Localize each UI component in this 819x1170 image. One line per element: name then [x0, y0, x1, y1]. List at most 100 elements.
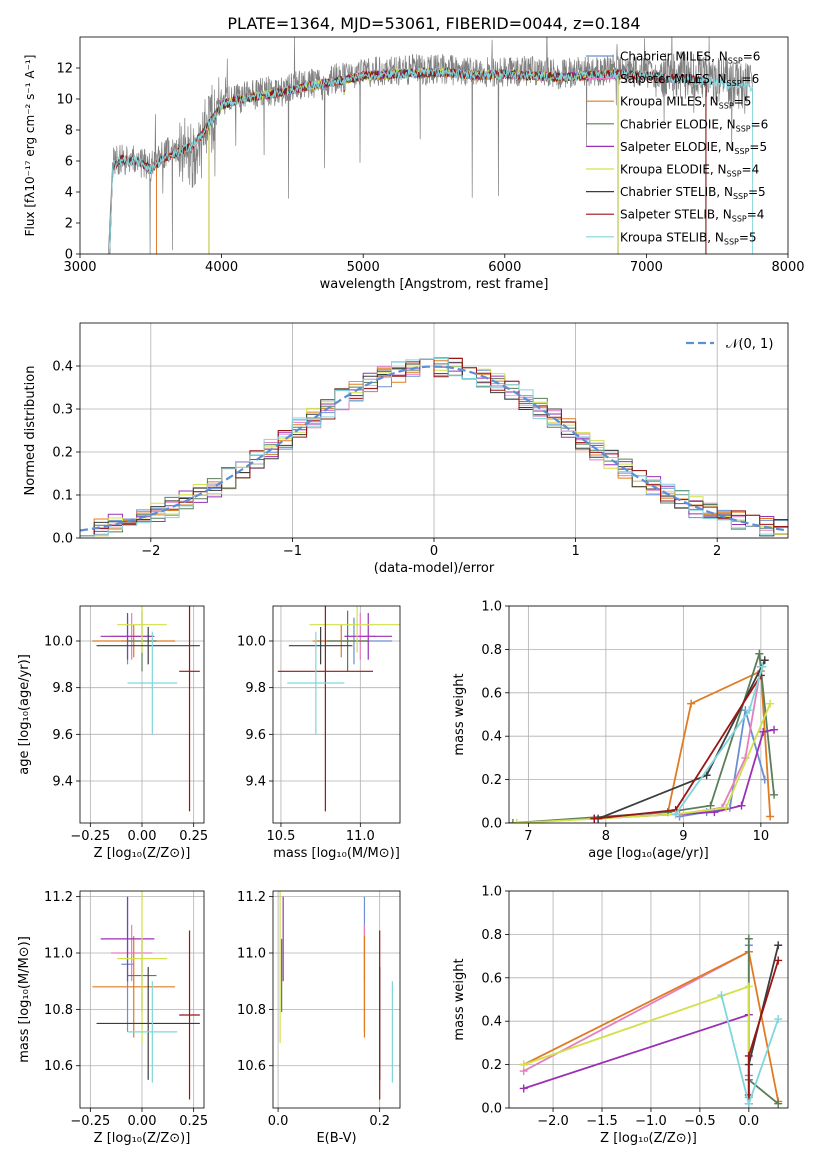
mass_vs_Z-ytick-label: 11.2	[44, 890, 73, 905]
weight-vs-metallicity-panel: −2.0 −1.5 −1.0 −0.5 0.0 0.0 0.2 0.4 0.6 0.8 1.0 Z […	[452, 885, 789, 1146]
mass_vs_Z-ylabel: mass [log₁₀(M/M⊙)]	[17, 936, 32, 1063]
histogram-salpeter-stelib	[80, 358, 788, 537]
age_vs_Z-ytick-label: 10.0	[44, 635, 73, 650]
mass_vs_Z-xtick-label: −0.25	[70, 1114, 110, 1129]
age_vs_Z-ytick-label: 9.6	[52, 728, 73, 743]
residuals-xtick-label: 1	[571, 544, 579, 559]
spectrum-xtick-label: 4000	[205, 260, 238, 275]
age_weights-marker-kroupa-stelib	[745, 706, 754, 715]
age_weights-marker-kroupa-elodie	[512, 819, 521, 823]
age_vs_Z-ytick-label: 9.4	[52, 775, 73, 790]
residuals-frame	[79, 322, 789, 539]
histogram-kroupa-stelib	[80, 358, 788, 537]
mass-vs-metallicity-panel: −0.25 0.00 0.25 10.6 10.8 11.0 11.2 Z [log₁₀(Z/…	[17, 890, 208, 1146]
weight_vs_Z-ytick-label: 0.8	[481, 928, 502, 943]
residuals-xlabel: (data-model)/error	[374, 561, 495, 576]
residuals-xtick-label: 2	[713, 544, 721, 559]
age_weights-marker-chabrier-elodie	[509, 819, 517, 823]
weight_vs_Z-xtick-label: 0.0	[738, 1114, 759, 1129]
age_vs_Z-plot-area	[92, 606, 200, 812]
Z_weights-marker-chabrier-stelib	[774, 941, 783, 950]
residuals-ytick-label: 0.2	[52, 446, 73, 461]
age_vs_mass-xtick-label: 11.0	[346, 829, 375, 844]
Z_weights-line-kroupa-stelib	[720, 994, 780, 1107]
mass_vs_Z-xlabel: Z [log₁₀(Z/Z⊙)]	[94, 1131, 191, 1146]
weight_vs_age-xtick-label: 8	[602, 829, 610, 844]
mass_vs_ebv-ytick-label: 10.8	[237, 1003, 266, 1018]
residuals-ytick-label: 0.1	[52, 489, 73, 504]
weight_vs_age-plot-area	[509, 649, 779, 823]
mass_vs_Z-plot-area	[92, 891, 200, 1100]
spectrum-ytick-label: 0	[65, 248, 73, 263]
residuals-ytick-label: 0.4	[52, 360, 73, 375]
mass_vs_ebv-xtick-label: 0.0	[268, 1114, 289, 1129]
mass_vs_ebv-plot-area	[279, 891, 393, 1100]
age_weights-line-chabrier-elodie	[512, 653, 775, 823]
Z_weights-marker-salpeter-stelib	[744, 1051, 753, 1060]
spectrum-ytick-label: 2	[65, 217, 73, 232]
weight_vs_Z-ytick-label: 0.2	[481, 1058, 502, 1073]
weight_vs_Z-ylabel: mass weight	[452, 958, 467, 1040]
spectrum-ytick-label: 10	[56, 93, 73, 108]
Z_weights-marker-chabrier-elodie	[774, 1099, 783, 1108]
gaussian-curve	[80, 365, 788, 532]
legend-label-salpeter-elodie: Salpeter ELODIE, NSSP=5	[620, 140, 767, 156]
legend-label-salpeter-miles: Salpeter MILES, NSSP=6	[620, 72, 759, 88]
weight_vs_Z-xtick-label: −1.5	[586, 1114, 618, 1129]
weight_vs_Z-ytick-label: 0.6	[481, 971, 502, 986]
age_vs_mass-xlabel: mass [log₁₀(M/M⊙)]	[273, 846, 400, 861]
spectrum-ytick-label: 12	[56, 62, 73, 77]
weight_vs_age-ytick-label: 0.6	[481, 686, 502, 701]
Z_weights-marker-kroupa-elodie	[519, 1060, 528, 1069]
age_weights-marker-chabrier-elodie	[770, 790, 779, 799]
mass_vs_Z-frame	[79, 890, 205, 1109]
spectrum-legend: Chabrier MILES, NSSP=6 Salpeter MILES, NS…	[586, 50, 768, 246]
residuals-xtick-label: −2	[141, 544, 160, 559]
spectrum-xtick-label: 6000	[488, 260, 521, 275]
mass_vs_Z-xtick-label: 0.25	[179, 1114, 208, 1129]
age_vs_Z-xtick-label: 0.00	[128, 829, 157, 844]
age_weights-marker-salpeter-elodie	[737, 801, 746, 810]
weight_vs_age-xtick-label: 9	[679, 829, 687, 844]
age_weights-marker-kroupa-stelib	[758, 662, 767, 671]
Z_weights-marker-kroupa-stelib	[774, 1015, 783, 1024]
age_vs_mass-ytick-label: 9.8	[245, 681, 266, 696]
age_weights-marker-salpeter-elodie	[759, 727, 768, 736]
age_vs_mass-ytick-label: 9.6	[245, 728, 266, 743]
mass_vs_ebv-frame	[272, 890, 401, 1109]
mass_vs_Z-ytick-label: 10.8	[44, 1003, 73, 1018]
spectrum-ytick-label: 8	[65, 124, 73, 139]
age_weights-marker-salpeter-stelib	[590, 814, 599, 823]
age_vs_Z-ylabel: age [log₁₀(age/yr)]	[17, 654, 32, 775]
weight_vs_age-ytick-label: 0.4	[481, 730, 502, 745]
residuals-ytick-label: 0.3	[52, 403, 73, 418]
weight_vs_age-ylabel: mass weight	[452, 673, 467, 755]
legend-label-kroupa-stelib: Kroupa STELIB, NSSP=5	[620, 230, 757, 246]
Z_weights-marker-salpeter-elodie	[519, 1084, 528, 1093]
weight_vs_Z-ytick-label: 0.4	[481, 1015, 502, 1030]
spectrum-ytick-label: 6	[65, 155, 73, 170]
legend-label-chabrier-elodie: Chabrier ELODIE, NSSP=6	[620, 117, 768, 133]
mass-vs-ebv-panel: 0.0 0.2 10.6 10.8 11.0 11.2 E(B-V)	[237, 890, 401, 1146]
mass_vs_Z-xtick-label: 0.00	[128, 1114, 157, 1129]
age_vs_mass-plot-area	[277, 606, 400, 812]
age_weights-line-kroupa-miles	[667, 669, 772, 817]
spectrum-ytick-label: 4	[65, 186, 73, 201]
age_weights-marker-kroupa-miles	[766, 812, 775, 821]
legend-label-kroupa-miles: Kroupa MILES, NSSP=5	[620, 95, 751, 111]
legend-label-gaussian: 𝒩(0, 1)	[726, 337, 773, 352]
age_vs_Z-xtick-label: −0.25	[70, 829, 110, 844]
mass_vs_Z-ytick-label: 11.0	[44, 947, 73, 962]
residuals-panel: −2 −1 0 1 2 0.0 0.1 0.2 0.3 0.4 (data-model)/error…	[23, 322, 789, 576]
residuals-xtick-label: −1	[283, 544, 302, 559]
age_weights-marker-chabrier-elodie	[706, 801, 715, 810]
weight_vs_age-ytick-label: 0.8	[481, 643, 502, 658]
mass_vs_ebv-xlabel: E(B-V)	[316, 1131, 356, 1146]
Z_weights-marker-kroupa-stelib	[744, 1099, 753, 1108]
weight_vs_age-frame	[508, 605, 789, 824]
age_weights-marker-kroupa-miles	[687, 699, 696, 708]
age_weights-marker-chabrier-stelib	[760, 656, 769, 665]
weight_vs_age-xlabel: age [log₁₀(age/yr)]	[588, 846, 709, 861]
age_vs_Z-xlabel: Z [log₁₀(Z/Z⊙)]	[94, 846, 191, 861]
age_vs_mass-xtick-label: 10.5	[266, 829, 295, 844]
